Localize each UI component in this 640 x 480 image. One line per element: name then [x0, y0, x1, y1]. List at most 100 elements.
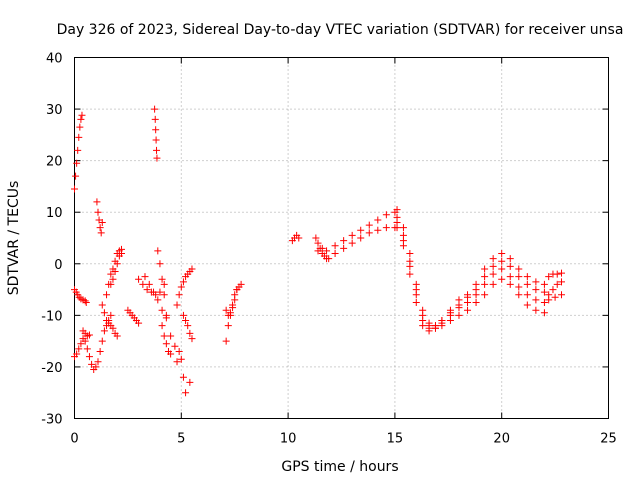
data-point — [173, 358, 181, 366]
data-point — [162, 340, 170, 348]
data-point — [506, 280, 514, 288]
data-point — [558, 291, 566, 299]
data-point — [399, 242, 407, 250]
y-tick-label: -30 — [41, 413, 62, 428]
data-point — [113, 260, 121, 268]
data-point — [139, 280, 147, 288]
data-point — [472, 291, 480, 299]
data-point — [237, 280, 245, 288]
data-point — [96, 347, 104, 355]
data-point — [374, 226, 382, 234]
data-point — [406, 249, 414, 257]
data-point — [549, 286, 557, 294]
x-tick-label: 0 — [70, 432, 78, 447]
grid-layer — [74, 57, 609, 419]
data-point — [184, 322, 192, 330]
data-point — [98, 219, 106, 227]
data-point — [419, 322, 427, 330]
data-point — [515, 273, 523, 281]
data-point — [357, 234, 365, 242]
data-point — [532, 306, 540, 314]
data-point — [455, 311, 463, 319]
data-point — [498, 257, 506, 265]
data-point — [481, 273, 489, 281]
data-point — [113, 332, 121, 340]
data-point — [75, 345, 83, 353]
x-tick-label: 5 — [177, 432, 185, 447]
data-point — [71, 185, 78, 193]
data-point — [141, 273, 149, 281]
data-point — [515, 291, 523, 299]
data-point — [175, 291, 183, 299]
data-point — [481, 291, 489, 299]
data-point — [160, 332, 168, 340]
data-point — [109, 324, 117, 332]
chart-title: Day 326 of 2023, Sidereal Day-to-day VTE… — [57, 22, 624, 38]
y-tick-label: -20 — [41, 361, 62, 376]
data-point — [348, 231, 356, 239]
data-point — [73, 159, 81, 167]
data-point — [153, 154, 161, 162]
data-point — [167, 350, 175, 358]
data-point — [160, 280, 168, 288]
y-tick-label: 30 — [46, 103, 63, 118]
data-point — [314, 239, 322, 247]
data-point — [558, 278, 566, 286]
data-point — [150, 288, 158, 296]
data-point — [551, 293, 559, 301]
data-point — [558, 269, 566, 277]
data-point — [382, 211, 390, 219]
data-point — [156, 260, 164, 268]
data-point — [340, 244, 348, 252]
x-tick-label: 10 — [280, 432, 297, 447]
data-point — [374, 216, 382, 224]
data-point — [97, 229, 105, 237]
data-point — [186, 329, 194, 337]
data-point — [532, 286, 540, 294]
data-point — [100, 327, 108, 335]
data-point — [74, 146, 82, 154]
data-point — [481, 265, 489, 273]
data-point — [100, 309, 108, 317]
data-point — [393, 224, 401, 232]
data-point — [506, 262, 514, 270]
y-tick-labels: -30 -20 -10 0 10 20 30 40 — [41, 52, 62, 428]
data-point — [109, 275, 117, 283]
data-point — [145, 280, 153, 288]
data-point — [81, 337, 89, 345]
data-point — [76, 123, 84, 131]
data-point — [540, 309, 548, 317]
data-point — [226, 309, 234, 317]
data-marks — [71, 105, 566, 397]
tick-layer — [74, 57, 609, 419]
data-point — [481, 280, 489, 288]
data-point — [348, 239, 356, 247]
data-point — [182, 389, 190, 397]
data-point — [111, 268, 119, 276]
data-point — [98, 337, 106, 345]
data-point — [152, 136, 160, 144]
data-point — [160, 291, 168, 299]
data-point — [103, 291, 111, 299]
data-point — [506, 273, 514, 281]
data-point — [152, 126, 160, 134]
y-tick-label: 10 — [46, 206, 63, 221]
data-point — [96, 224, 104, 232]
data-point — [357, 226, 365, 234]
data-point — [489, 262, 497, 270]
data-point — [154, 296, 162, 304]
data-point — [540, 280, 548, 288]
data-point — [88, 360, 96, 368]
data-point — [179, 278, 187, 286]
data-point — [188, 335, 196, 343]
data-point — [222, 306, 230, 314]
data-point — [498, 275, 506, 283]
data-point — [94, 358, 102, 366]
data-point — [393, 206, 401, 214]
data-point — [532, 278, 540, 286]
data-point — [177, 283, 185, 291]
data-point — [498, 265, 506, 273]
data-point — [438, 322, 446, 330]
data-point — [107, 270, 115, 278]
